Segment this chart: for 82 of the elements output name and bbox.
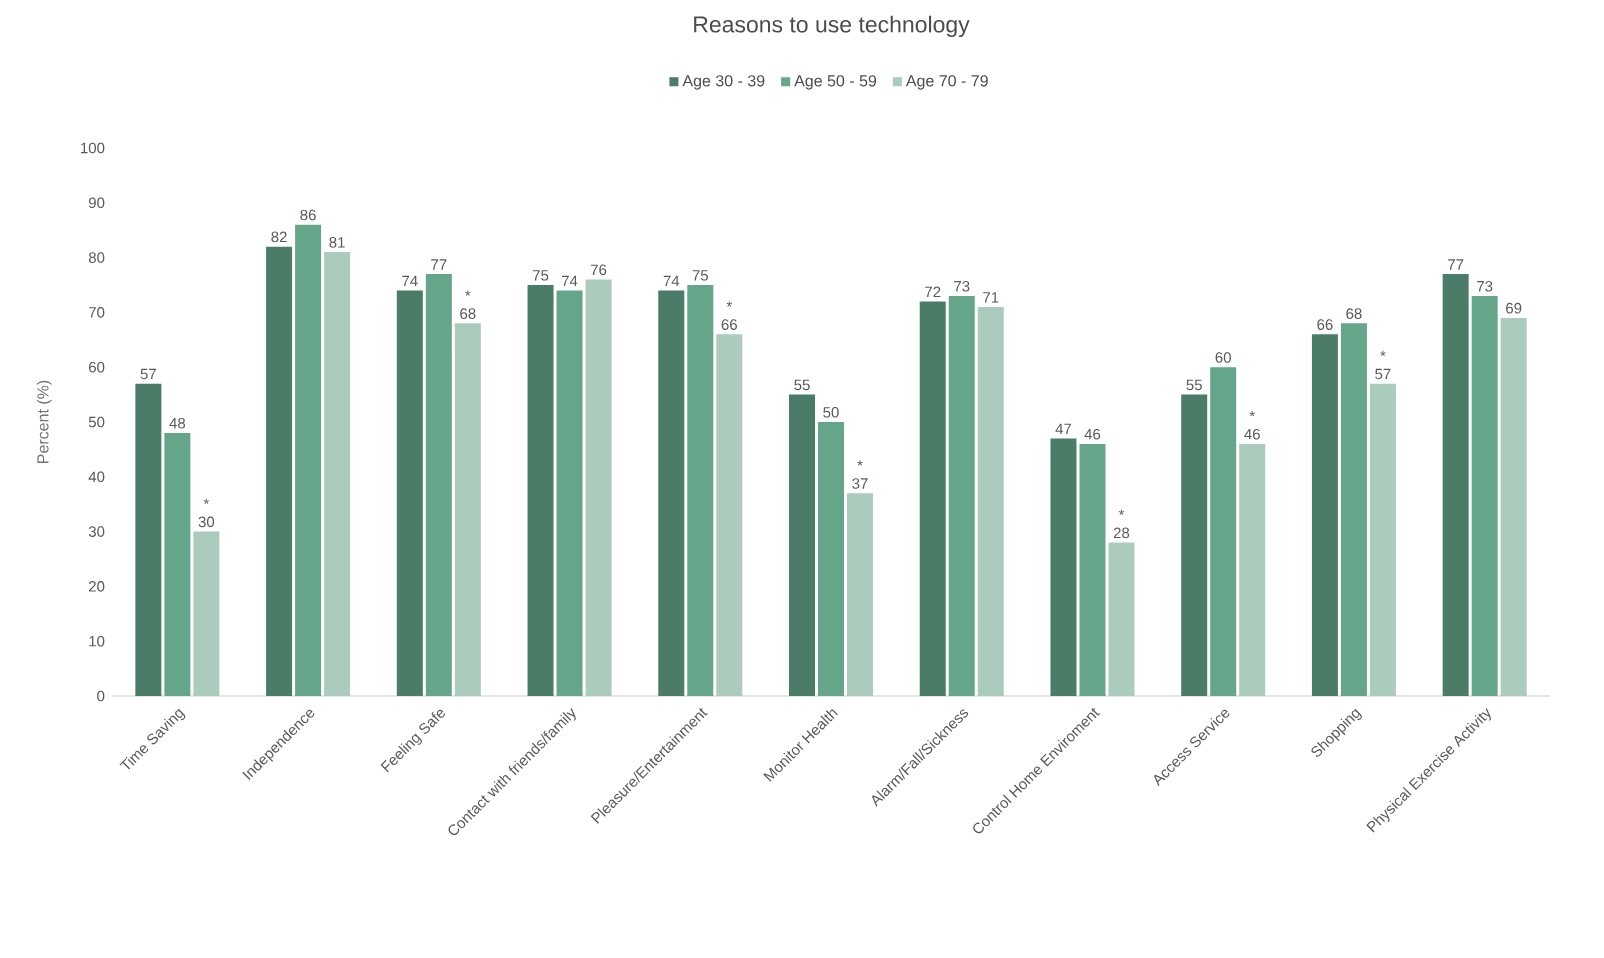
y-tick-label: 20 xyxy=(89,581,105,592)
data-label: 73 xyxy=(954,280,970,292)
data-label: 73 xyxy=(1477,280,1493,292)
bar xyxy=(789,394,816,696)
y-tick-label: 90 xyxy=(88,197,105,209)
bar xyxy=(193,531,220,696)
y-tick-label: 50 xyxy=(88,416,105,428)
bar xyxy=(1369,383,1396,696)
data-label: 47 xyxy=(1055,423,1072,435)
bar xyxy=(1239,443,1266,696)
data-label: * 30 xyxy=(198,498,215,528)
bar xyxy=(658,290,685,696)
legend-label: Age 70 - 79 xyxy=(905,75,988,90)
bar xyxy=(687,284,714,696)
bar xyxy=(266,246,293,696)
bar xyxy=(1500,317,1527,696)
legend-label: Age 50 - 59 xyxy=(794,75,877,90)
data-label: 77 xyxy=(431,259,447,270)
bar xyxy=(716,334,743,696)
bar xyxy=(1079,443,1106,696)
data-label: 48 xyxy=(169,417,186,429)
y-axis-title: Percent (%) xyxy=(36,380,52,463)
data-label: * 68 xyxy=(460,290,476,319)
y-tick-label: 10 xyxy=(89,635,105,647)
data-label: 75 xyxy=(533,270,549,281)
data-label: 57 xyxy=(140,368,156,380)
y-tick-label: 0 xyxy=(97,690,105,702)
data-label: * 46 xyxy=(1244,411,1260,440)
bar xyxy=(1311,334,1338,696)
bar xyxy=(396,290,423,696)
bar xyxy=(135,383,162,696)
data-label: 76 xyxy=(591,264,607,276)
bar xyxy=(1181,394,1208,696)
bar xyxy=(425,274,452,696)
data-label: 74 xyxy=(402,275,418,287)
bar xyxy=(454,323,481,696)
legend-label: Age 30 - 39 xyxy=(682,75,765,90)
data-label: 46 xyxy=(1084,428,1101,440)
data-label: 66 xyxy=(1317,319,1333,330)
bar xyxy=(324,252,351,696)
data-label: 74 xyxy=(663,275,680,287)
data-label: 68 xyxy=(1346,308,1362,319)
data-label: 69 xyxy=(1506,302,1522,314)
data-label: 81 xyxy=(329,237,345,248)
bar xyxy=(948,295,975,696)
bar xyxy=(1340,323,1367,696)
data-label: 77 xyxy=(1448,259,1464,270)
bar xyxy=(1210,367,1237,696)
bar xyxy=(847,493,874,696)
bar xyxy=(818,422,845,696)
y-tick-label: 70 xyxy=(89,307,105,318)
data-label: 72 xyxy=(925,286,941,298)
data-label: 74 xyxy=(562,275,578,287)
data-label: * 57 xyxy=(1375,350,1391,380)
data-label: 55 xyxy=(794,379,810,391)
data-label: 50 xyxy=(823,406,839,418)
y-tick-label: 40 xyxy=(88,471,105,483)
bar xyxy=(977,306,1004,696)
y-tick-label: 30 xyxy=(88,526,105,537)
bar xyxy=(1471,295,1498,696)
y-tick-label: 100 xyxy=(81,142,105,154)
bar xyxy=(919,301,946,696)
data-label: * 28 xyxy=(1113,509,1130,539)
bar xyxy=(527,284,554,696)
data-label: 60 xyxy=(1215,352,1231,363)
data-label: 55 xyxy=(1186,379,1202,391)
bar xyxy=(295,224,322,696)
chart-title: Reasons to use technology xyxy=(694,15,970,38)
data-label: 82 xyxy=(271,231,287,243)
data-label: 75 xyxy=(692,270,708,281)
bar xyxy=(164,432,191,696)
y-tick-label: 80 xyxy=(88,252,105,263)
bar xyxy=(1050,438,1077,696)
data-label: * 66 xyxy=(721,301,737,330)
bar xyxy=(585,279,612,696)
y-tick-label: 60 xyxy=(89,361,105,373)
data-label: 71 xyxy=(983,292,999,303)
bar xyxy=(556,290,583,696)
bar xyxy=(1442,274,1469,696)
data-label: 86 xyxy=(300,209,316,221)
data-label: * 37 xyxy=(852,460,868,489)
bar xyxy=(1108,542,1135,696)
